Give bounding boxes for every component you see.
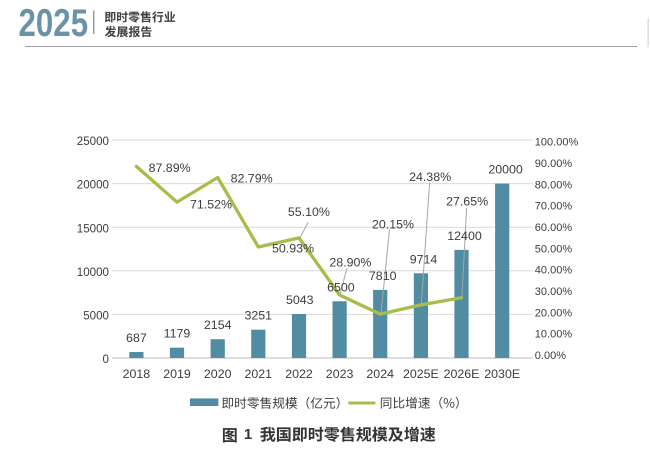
svg-text:25000: 25000 xyxy=(77,135,109,148)
svg-text:60.00%: 60.00% xyxy=(535,222,573,234)
svg-text:82.79%: 82.79% xyxy=(231,172,273,186)
svg-text:20000: 20000 xyxy=(488,163,523,177)
svg-text:0: 0 xyxy=(103,353,109,366)
svg-text:15000: 15000 xyxy=(77,222,109,235)
svg-text:20.00%: 20.00% xyxy=(535,307,573,319)
svg-text:10000: 10000 xyxy=(77,266,109,279)
svg-text:55.10%: 55.10% xyxy=(288,205,330,219)
svg-text:100.00%: 100.00% xyxy=(535,137,579,149)
svg-text:2022: 2022 xyxy=(285,367,313,381)
svg-text:90.00%: 90.00% xyxy=(535,158,573,170)
svg-text:20.15%: 20.15% xyxy=(372,217,414,231)
svg-text:28.90%: 28.90% xyxy=(329,255,371,269)
svg-text:10.00%: 10.00% xyxy=(535,329,573,341)
svg-text:2025: 2025 xyxy=(19,2,89,45)
svg-text:40.00%: 40.00% xyxy=(535,265,573,277)
svg-text:2154: 2154 xyxy=(204,318,232,332)
svg-text:70.00%: 70.00% xyxy=(535,201,573,213)
svg-text:2021: 2021 xyxy=(245,367,273,381)
svg-text:7810: 7810 xyxy=(369,269,397,283)
svg-text:2018: 2018 xyxy=(123,367,151,381)
svg-text:30.00%: 30.00% xyxy=(535,286,573,298)
svg-text:2025E: 2025E xyxy=(403,367,439,381)
svg-text:2019: 2019 xyxy=(163,367,191,381)
svg-text:0.00%: 0.00% xyxy=(535,350,566,362)
svg-text:80.00%: 80.00% xyxy=(535,179,573,191)
svg-text:20000: 20000 xyxy=(77,179,109,192)
svg-text:2024: 2024 xyxy=(366,367,394,381)
svg-text:5043: 5043 xyxy=(286,293,314,307)
svg-text:6500: 6500 xyxy=(327,280,355,294)
svg-text:27.65%: 27.65% xyxy=(446,195,488,209)
svg-text:2026E: 2026E xyxy=(444,367,480,381)
svg-text:5000: 5000 xyxy=(83,310,109,323)
svg-text:24.38%: 24.38% xyxy=(409,170,451,184)
svg-text:2020: 2020 xyxy=(204,367,232,381)
svg-text:2023: 2023 xyxy=(326,367,354,381)
svg-text:50.93%: 50.93% xyxy=(272,241,314,255)
svg-text:87.89%: 87.89% xyxy=(149,161,191,175)
svg-text:71.52%: 71.52% xyxy=(190,197,232,211)
svg-text:12400: 12400 xyxy=(447,229,482,243)
svg-text:687: 687 xyxy=(126,331,147,345)
svg-text:3251: 3251 xyxy=(245,309,273,323)
svg-text:9714: 9714 xyxy=(410,252,438,266)
svg-text:1: 1 xyxy=(244,426,252,443)
svg-text:2030E: 2030E xyxy=(484,367,520,381)
svg-text:1179: 1179 xyxy=(164,327,191,341)
svg-text:50.00%: 50.00% xyxy=(535,243,573,255)
